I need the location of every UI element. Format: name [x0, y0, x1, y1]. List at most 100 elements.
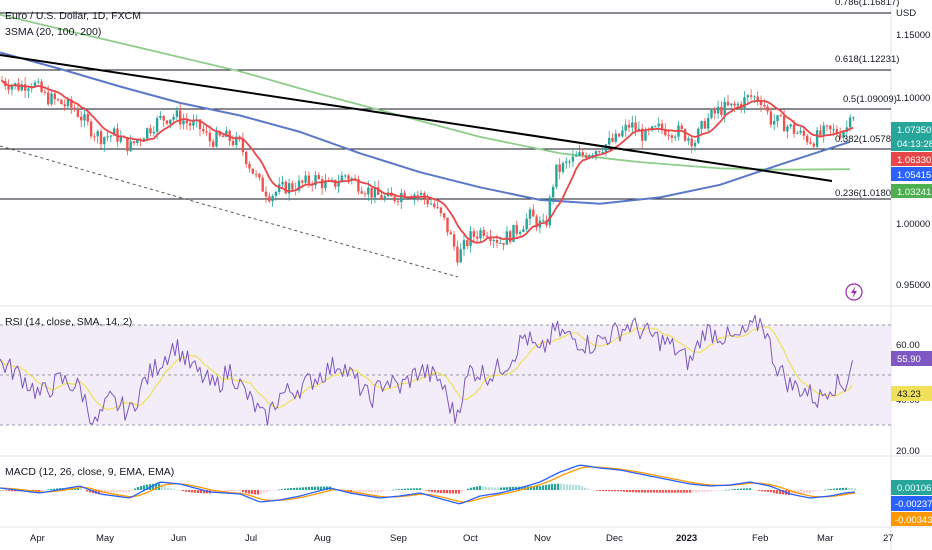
macd-histogram-bar: [352, 490, 356, 493]
macd-histogram-bar: [211, 490, 215, 493]
macd-histogram-bar: [592, 490, 596, 491]
candle-body: [287, 183, 291, 194]
candle-body: [819, 130, 822, 136]
macd-histogram-bar: [772, 490, 776, 494]
macd-histogram-bar: [556, 483, 560, 490]
candle-body: [50, 93, 53, 105]
macd-histogram-bar: [418, 488, 422, 490]
macd-histogram-bar: [301, 487, 305, 490]
trendline-support-dashed[interactable]: [0, 145, 459, 278]
macd-histogram-bar: [145, 484, 149, 490]
candle-body: [241, 139, 245, 152]
macd-histogram-bar: [850, 488, 854, 490]
macd-histogram-bar: [520, 486, 524, 490]
candle-body: [218, 131, 221, 136]
candle-body: [733, 103, 736, 106]
macd-histogram-bar: [187, 490, 191, 493]
macd-histogram-bar: [163, 486, 167, 490]
candle-body: [301, 180, 304, 183]
macd-histogram-bar: [160, 484, 164, 490]
macd-histogram-bar: [844, 487, 848, 490]
candle-body: [317, 175, 320, 180]
macd-histogram-bar: [109, 490, 113, 493]
candle-body: [773, 121, 776, 125]
macd-histogram-bar: [361, 490, 365, 493]
candle-body: [175, 110, 179, 117]
macd-histogram-bar: [664, 490, 668, 493]
candle-body: [291, 183, 294, 190]
candle-body: [792, 124, 796, 134]
macd-histogram-bar: [250, 490, 254, 494]
candle-body: [274, 192, 278, 196]
candle-body: [433, 203, 436, 208]
candle-body: [73, 107, 76, 110]
rsi-value: 55.90: [897, 354, 921, 365]
macd-legend[interactable]: MACD (12, 26, close, 9, EMA, EMA): [5, 466, 175, 478]
macd-histogram-bar: [118, 490, 122, 493]
time-label: Nov: [534, 533, 551, 544]
candle-body: [393, 196, 396, 202]
macd-histogram-bar: [826, 489, 830, 490]
trendline-resistance[interactable]: [0, 54, 833, 182]
macd-histogram-bar: [817, 490, 821, 491]
candle-body: [812, 143, 815, 147]
macd-histogram-bar: [55, 488, 59, 490]
macd-histogram-bar: [232, 490, 236, 492]
candle-body: [462, 240, 466, 250]
sma-legend[interactable]: 3SMA (20, 100, 200): [5, 26, 102, 38]
macd-histogram-bar: [718, 490, 722, 491]
candle-body: [558, 164, 561, 172]
macd-histogram-bar: [151, 483, 155, 490]
candle-body: [485, 235, 489, 237]
candle-body: [479, 230, 482, 239]
candle-body: [683, 129, 687, 141]
macd-histogram-bar: [529, 486, 533, 490]
candle-body: [601, 152, 604, 153]
candle-body: [492, 240, 495, 241]
macd-histogram-bar: [88, 490, 92, 493]
candle-body: [429, 203, 433, 205]
candle-body: [80, 116, 83, 121]
macd-histogram-bar: [280, 489, 284, 490]
candle-body: [452, 234, 456, 247]
candle-body: [806, 135, 809, 143]
candle-body: [716, 106, 720, 114]
macd-histogram-bar: [502, 487, 506, 490]
macd-histogram-bar: [259, 490, 263, 495]
rsi-legend[interactable]: RSI (14, close, SMA, 14, 2): [5, 316, 133, 328]
candle-body: [680, 125, 683, 129]
macd-histogram-bar: [427, 490, 431, 492]
macd-histogram-bar: [568, 484, 572, 490]
macd-histogram-bar: [631, 490, 635, 493]
candle-body: [660, 123, 664, 129]
macd-histogram-bar: [787, 490, 791, 495]
candle-body: [96, 131, 99, 137]
macd-histogram-bar: [10, 490, 14, 492]
candle-body: [598, 151, 601, 153]
macd-histogram-bar: [652, 490, 656, 493]
macd-histogram-bar: [571, 484, 575, 490]
macd-histogram-bar: [739, 488, 743, 490]
macd-histogram-bar: [841, 487, 845, 490]
rsi-path: [0, 314, 853, 426]
macd-histogram-bar: [628, 490, 632, 493]
macd-histogram-bar: [124, 490, 128, 492]
macd-histogram-bar: [313, 486, 317, 490]
lightning-icon[interactable]: [845, 283, 863, 301]
candle-body: [456, 246, 459, 263]
candle-body: [53, 93, 56, 100]
macd-histogram-bar: [550, 484, 554, 490]
macd-histogram-bar: [445, 490, 449, 494]
candle-body: [571, 156, 575, 162]
macd-histogram-bar: [736, 488, 740, 490]
candle-body: [624, 124, 627, 131]
candle-body: [588, 155, 591, 159]
macd-histogram-bar: [97, 490, 101, 495]
macd-histogram-bar: [820, 490, 824, 491]
candle-body: [126, 137, 129, 152]
symbol-title[interactable]: Euro / U.S. Dollar, 1D, FXCM: [5, 10, 141, 22]
candle-body: [848, 117, 852, 128]
candle-body: [489, 236, 492, 241]
macd-histogram-bar: [190, 490, 194, 493]
